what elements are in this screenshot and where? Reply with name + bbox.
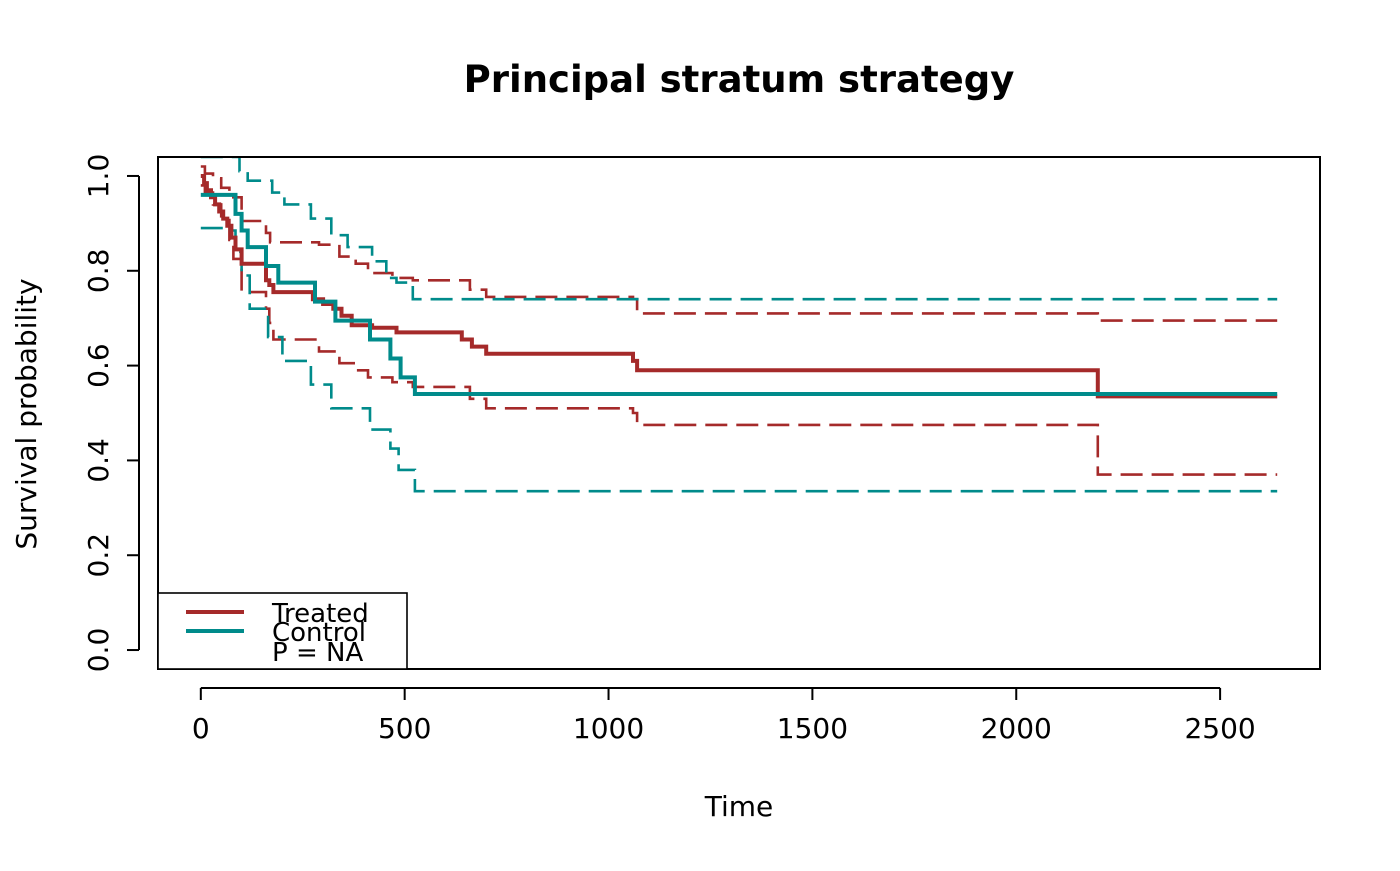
- series-group: [200, 157, 1278, 493]
- control-upper-confidence-limit-line: [200, 157, 1278, 301]
- x-tick-label: 1500: [777, 712, 848, 745]
- axes: 0 500 1000 1500 2000 2500 0.0 0.2 0.4 0.6 0.8 1.0: [82, 154, 1321, 745]
- control-estimate-line: [200, 192, 1278, 396]
- y-tick-label: 1.0: [82, 154, 115, 199]
- treated-lower-confidence-limit-line: [200, 184, 1278, 476]
- y-tick-label: 0.2: [82, 533, 115, 578]
- x-tick-label: 2000: [981, 712, 1052, 745]
- y-tick-label: 0.4: [82, 438, 115, 483]
- x-tick-label: 0: [192, 712, 210, 745]
- legend-note: P = NA: [272, 638, 363, 668]
- x-tick-label: 2500: [1184, 712, 1255, 745]
- plot-area: [200, 157, 1278, 493]
- treated-estimate-line: [200, 174, 1278, 399]
- chart-title: Principal stratum strategy: [464, 58, 1015, 101]
- x-tick-label: 1000: [573, 712, 644, 745]
- y-tick-label: 0.6: [82, 343, 115, 388]
- legend-label-treated: Treated: [271, 599, 369, 629]
- y-tick-label: 0.8: [82, 249, 115, 294]
- y-tick-label: 0.0: [82, 628, 115, 673]
- control-lower-confidence-limit-line: [200, 226, 1278, 493]
- x-tick-label: 500: [378, 712, 431, 745]
- legend-label-control: Control: [272, 618, 366, 648]
- x-axis-title: Time: [704, 790, 774, 823]
- treated-upper-confidence-limit-line: [200, 165, 1278, 322]
- y-axis-title: Survival probability: [10, 278, 43, 549]
- plot-frame: [157, 156, 1321, 670]
